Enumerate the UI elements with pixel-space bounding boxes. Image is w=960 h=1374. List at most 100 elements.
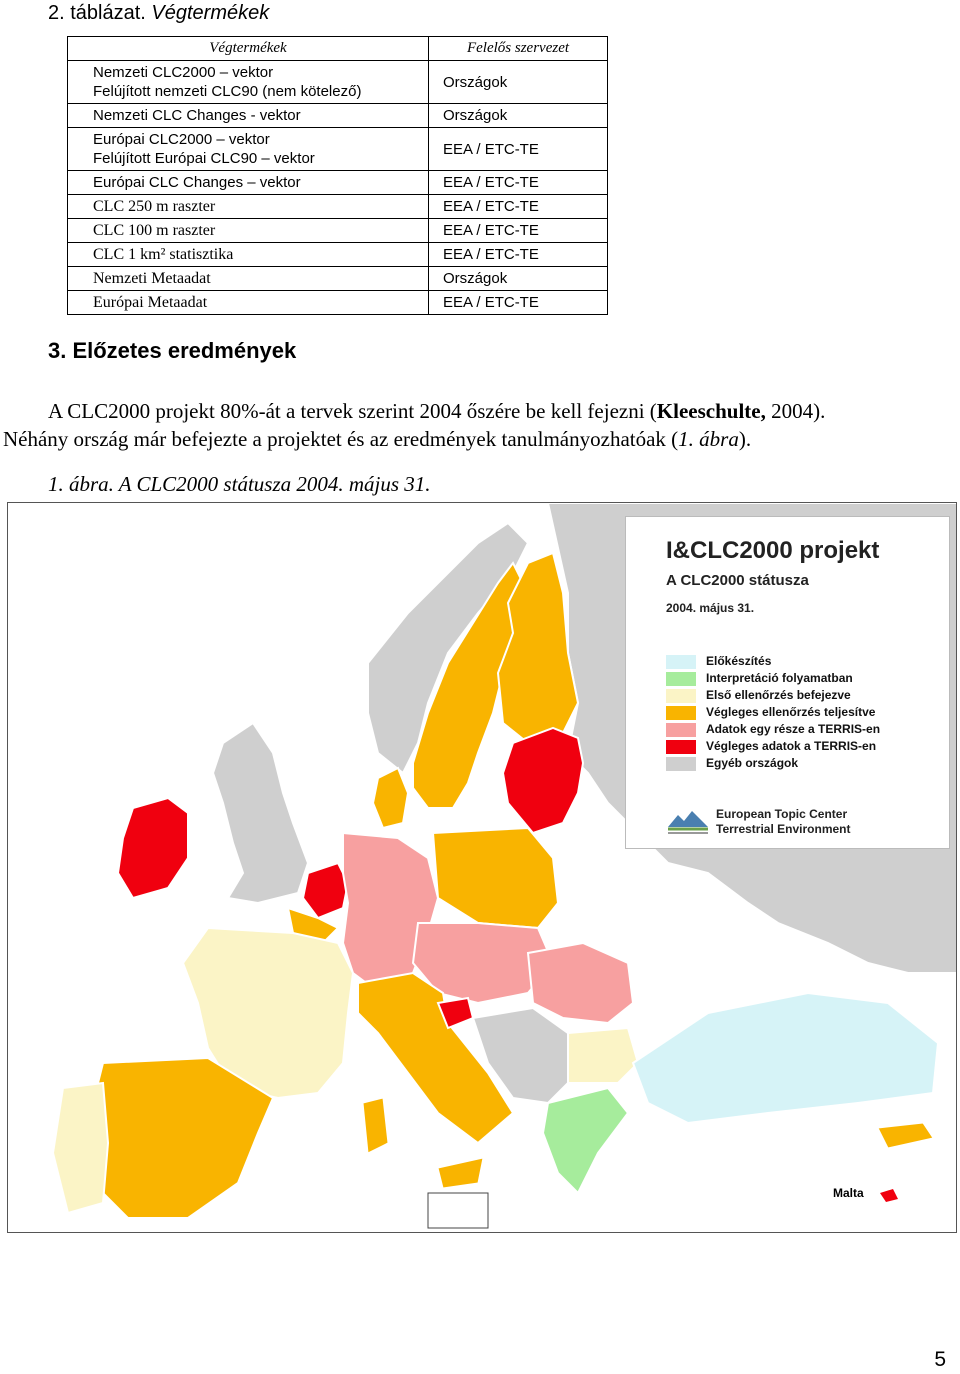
table-row: CLC 1 km² statisztika EEA / ETC-TE (67, 242, 608, 267)
legend-swatch (666, 706, 696, 720)
table-row: Európai Metaadat EEA / ETC-TE (67, 290, 608, 315)
product-name: Európai CLC Changes – vektor (93, 174, 301, 191)
product-name: Felújított nemzeti CLC90 (nem kötelező) (93, 83, 362, 100)
table-row: Nemzeti CLC2000 – vektor Felújított nemze… (67, 60, 608, 104)
region-sardinia (362, 1097, 389, 1154)
product-name: Európai Metaadat (93, 294, 208, 311)
table-caption-title: Végtermékek (151, 2, 270, 24)
product-name: CLC 100 m raszter (93, 222, 216, 239)
paragraph-2-text-a: Néhány ország már befejezte a projektet … (3, 427, 679, 451)
paragraph-2-text-b: ). (738, 427, 752, 451)
europe-status-map: I&CLC2000 projekt A CLC2000 státusza 200… (7, 502, 957, 1233)
products-table: Végtermékek Felelős szervezet Nemzeti CL… (67, 36, 608, 315)
figure-reference: 1. ábra (678, 427, 739, 451)
product-name: Nemzeti Metaadat (93, 270, 211, 287)
legend-label: Egyéb országok (706, 756, 799, 770)
region-france (181, 926, 355, 1100)
product-name: Nemzeti CLC2000 – vektor (93, 64, 274, 81)
legend-swatch (666, 672, 696, 686)
legend-title: I&CLC2000 projekt (666, 537, 880, 564)
figure-caption: 1. ábra. A CLC2000 státusza 2004. május … (48, 472, 431, 496)
product-cell: CLC 1 km² statisztika (67, 242, 429, 267)
responsible-org-cell: Országok (428, 60, 608, 104)
responsible-org-cell: EEA / ETC-TE (428, 290, 608, 315)
region-balkans (471, 1006, 569, 1105)
region-romania (526, 941, 635, 1025)
malta-inset (427, 1192, 489, 1229)
product-cell: Nemzeti CLC2000 – vektor Felújított nemze… (67, 60, 429, 104)
legend-label: Interpretáció folyamatban (706, 671, 853, 685)
region-denmark (371, 766, 410, 830)
malta-label: Malta (833, 1186, 864, 1200)
table-row: Nemzeti CLC Changes - vektor Országok (67, 103, 608, 128)
paragraph-1-text-b: 2004). (765, 399, 826, 423)
citation-author: Kleeschulte, (656, 399, 766, 423)
region-portugal (51, 1081, 110, 1215)
responsible-org-cell: EEA / ETC-TE (428, 170, 608, 195)
legend-swatch (666, 757, 696, 771)
region-norway (367, 521, 530, 775)
table-row: Nemzeti Metaadat Országok (67, 266, 608, 291)
region-sicily (437, 1157, 484, 1189)
legend-swatch (666, 740, 696, 754)
region-finland (496, 551, 580, 745)
paragraph-1: A CLC2000 projekt 80%-át a tervek szerin… (48, 396, 960, 426)
legend-label: Előkészítés (706, 654, 772, 668)
responsible-org-cell: EEA / ETC-TE (428, 218, 608, 243)
header-products: Végtermékek (67, 36, 429, 61)
region-malta (880, 1189, 898, 1202)
product-name: Felújított Európai CLC90 – vektor (93, 150, 315, 167)
legend-label: Végleges ellenőrzés teljesítve (706, 705, 876, 719)
section-heading: 3. Előzetes eredmények (48, 338, 297, 363)
legend-swatch (666, 689, 696, 703)
paragraph-2: Néhány ország már befejezte a projektet … (3, 424, 960, 454)
responsible-org-cell: EEA / ETC-TE (428, 194, 608, 219)
region-netherlands (301, 861, 350, 920)
legend-org-line-1: European Topic Center (716, 807, 848, 821)
etc-te-logo-icon (668, 811, 708, 834)
table-caption: 2. táblázat. Végtermékek (48, 2, 269, 25)
header-responsible-org: Felelős szervezet (428, 36, 608, 61)
product-cell: CLC 100 m raszter (67, 218, 429, 243)
region-poland (431, 826, 560, 930)
product-cell: Európai CLC2000 – vektor Felújított Európ… (67, 127, 429, 171)
region-bulgaria (567, 1026, 640, 1084)
product-cell: Nemzeti CLC Changes - vektor (67, 103, 429, 128)
region-cyprus (877, 1122, 934, 1149)
product-name: CLC 1 km² statisztika (93, 246, 234, 263)
product-name: CLC 250 m raszter (93, 198, 216, 215)
region-greece (541, 1086, 630, 1195)
table-row: Európai CLC Changes – vektor EEA / ETC-TE (67, 170, 608, 195)
paragraph-1-text-a: A CLC2000 projekt 80%-át a tervek szerin… (48, 399, 657, 423)
region-italy (357, 971, 515, 1145)
legend-label: Első ellenőrzés befejezve (706, 688, 851, 702)
product-cell: Európai Metaadat (67, 290, 429, 315)
region-baltics (501, 726, 585, 835)
region-turkey (631, 991, 940, 1125)
table-caption-number: 2. táblázat. (48, 2, 146, 24)
legend-swatch (666, 655, 696, 669)
product-cell: Nemzeti Metaadat (67, 266, 429, 291)
product-name: Európai CLC2000 – vektor (93, 131, 270, 148)
product-cell: Európai CLC Changes – vektor (67, 170, 429, 195)
product-name: Nemzeti CLC Changes - vektor (93, 107, 301, 124)
legend-label: Végleges adatok a TERRIS-en (706, 739, 877, 753)
legend-subtitle: A CLC2000 státusza (666, 572, 809, 589)
legend-org-line-2: Terrestrial Environment (716, 822, 851, 836)
responsible-org-cell: EEA / ETC-TE (428, 242, 608, 267)
legend-date: 2004. május 31. (666, 601, 755, 615)
map-legend: I&CLC2000 projekt A CLC2000 státusza 200… (625, 516, 950, 849)
responsible-org-cell: Országok (428, 266, 608, 291)
region-uk (211, 721, 310, 905)
table-row: Európai CLC2000 – vektor Felújított Európ… (67, 127, 608, 171)
table-row: CLC 250 m raszter EEA / ETC-TE (67, 194, 608, 219)
legend-label: Adatok egy része a TERRIS-en (706, 722, 881, 736)
page-number: 5 (934, 1348, 946, 1371)
region-ireland (116, 796, 189, 900)
responsible-org-cell: Országok (428, 103, 608, 128)
product-cell: CLC 250 m raszter (67, 194, 429, 219)
legend-swatch (666, 723, 696, 737)
region-central-europe (411, 922, 555, 1005)
table-row: CLC 100 m raszter EEA / ETC-TE (67, 218, 608, 243)
responsible-org-cell: EEA / ETC-TE (428, 127, 608, 171)
